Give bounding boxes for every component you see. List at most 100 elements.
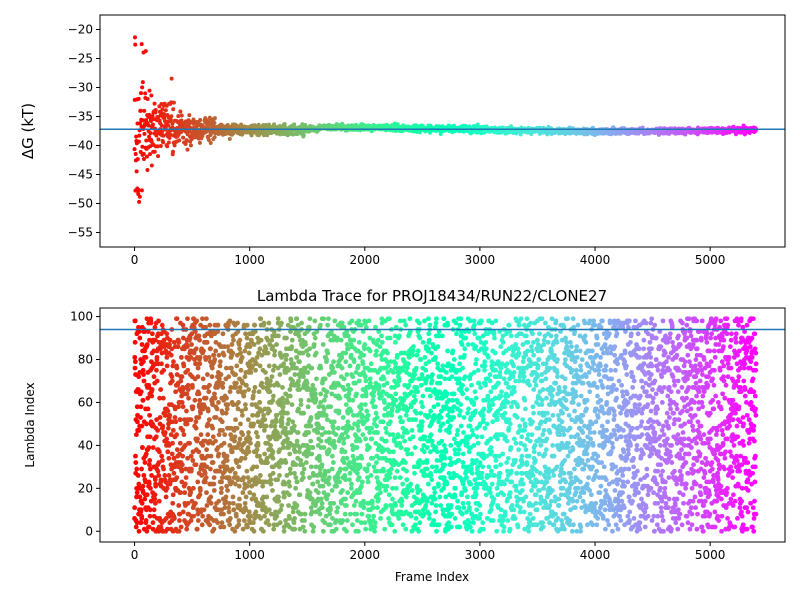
lambda-point [340, 488, 345, 493]
lambda-point [246, 350, 252, 356]
lambda-point [310, 445, 316, 450]
lambda-point [330, 365, 336, 371]
lambda-point [212, 357, 218, 362]
lambda-point [294, 438, 300, 444]
lambda-point [211, 481, 217, 487]
lambda-point [326, 481, 332, 487]
lambda-point [344, 372, 350, 377]
lambda-point [357, 438, 363, 444]
lambda-point [204, 503, 210, 508]
lambda-point [177, 440, 183, 446]
lambda-point [279, 503, 285, 508]
lambda-point [298, 402, 304, 408]
lambda-point [221, 511, 226, 517]
lambda-point [147, 434, 153, 440]
lambda-point [208, 346, 213, 352]
lambda-point [195, 479, 201, 485]
lambda-point [298, 397, 304, 403]
lambda-point [369, 436, 375, 442]
lambda-point [283, 357, 289, 362]
lambda-point [348, 408, 354, 414]
lambda-point [272, 352, 277, 358]
lambda-point [195, 518, 201, 523]
lambda-point [218, 490, 224, 496]
dg-point [138, 149, 143, 154]
lambda-point [273, 417, 279, 423]
lambda-point [140, 397, 146, 403]
lambda-point [197, 397, 203, 403]
lambda-point [211, 352, 217, 358]
lambda-point [177, 518, 182, 523]
lambda-point [267, 408, 272, 414]
lambda-point [262, 451, 268, 457]
lambda-point [257, 363, 263, 369]
lambda-point [194, 318, 200, 324]
lambda-point [201, 348, 206, 354]
lambda-point [215, 322, 221, 328]
lambda-point [181, 432, 187, 438]
lambda-point [267, 389, 273, 395]
lambda-point [154, 378, 160, 384]
lambda-point [203, 475, 209, 480]
dg-point [171, 100, 176, 105]
dg-x-tick-label: 1000 [234, 253, 265, 267]
lambda-point [132, 354, 138, 360]
lambda-point [332, 445, 338, 450]
lambda-point [319, 462, 325, 468]
lambda-point [379, 393, 384, 399]
lambda-point [216, 451, 222, 457]
dg-point [301, 133, 306, 138]
dg-point [166, 123, 171, 128]
lambda-point [209, 365, 215, 371]
lambda-point [216, 498, 222, 504]
lambda-point [136, 427, 142, 433]
lambda-point [244, 468, 250, 474]
lambda-point [285, 410, 290, 416]
lambda-point [270, 397, 276, 403]
dg-point [150, 114, 155, 119]
lambda-point [175, 344, 181, 350]
lambda-point [242, 500, 248, 506]
lambda-point [345, 490, 351, 496]
lambda-point [162, 473, 168, 478]
lambda-point [176, 339, 182, 345]
lambda-point [276, 333, 281, 339]
lambda-point [303, 460, 309, 465]
lambda-point [205, 432, 211, 438]
dg-x-tick-label: 4000 [580, 253, 611, 267]
lambda-point [260, 500, 266, 506]
lambda-point [184, 526, 190, 532]
lambda-point [321, 406, 327, 412]
lambda-point [132, 505, 138, 511]
lambda-point [331, 419, 337, 425]
lambda-point [201, 507, 207, 513]
lambda-point [279, 421, 285, 427]
lambda-point [317, 458, 322, 463]
dg-point [133, 151, 138, 156]
lambda-point [332, 370, 337, 375]
lambda-point [355, 470, 360, 476]
lambda-point [372, 404, 378, 410]
lambda-point [149, 331, 155, 337]
dg-y-tick-label: −35 [68, 110, 93, 124]
lambda-point [260, 483, 266, 489]
lambda-point [206, 417, 212, 423]
lambda-point [301, 374, 306, 380]
lambda-point [221, 352, 227, 358]
lambda-point [135, 473, 141, 478]
lambda-point [383, 425, 389, 431]
lambda-point [164, 354, 170, 360]
lambda-point [147, 458, 153, 463]
lambda-point [254, 354, 260, 360]
lambda-point [308, 438, 314, 444]
lambda-point [277, 434, 283, 440]
lambda-point [367, 445, 372, 450]
lambda-point [328, 507, 333, 513]
lambda-point [232, 434, 238, 440]
lambda-point [217, 359, 223, 365]
lambda-point [327, 436, 332, 442]
lambda-point [374, 415, 380, 420]
dg-point [142, 131, 147, 136]
lambda-point [350, 374, 356, 380]
lambda-point [296, 333, 302, 339]
